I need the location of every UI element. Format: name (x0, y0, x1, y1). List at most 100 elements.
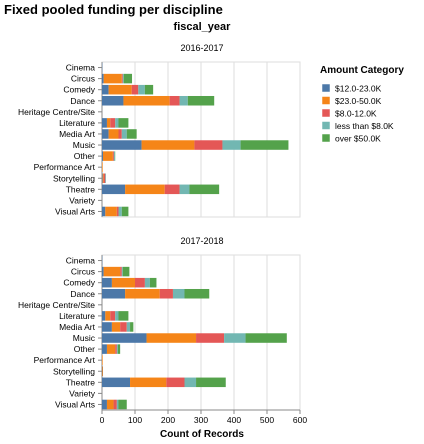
y-tick-label: Comedy (63, 278, 95, 288)
y-tick-label: Other (74, 151, 95, 161)
bar-segment (184, 377, 197, 388)
bar-segment (169, 95, 180, 106)
y-tick-label: Variety (69, 195, 96, 205)
bar-segment (102, 311, 106, 321)
bar-segment (118, 118, 129, 128)
bar-segment (113, 151, 115, 161)
bar-segment (102, 129, 109, 139)
bar-segment (189, 184, 220, 195)
bar-segment (131, 84, 139, 95)
bar-segment (110, 311, 116, 321)
bar-segment (120, 266, 122, 277)
bar-segment (179, 184, 190, 195)
bar-segment (187, 95, 215, 106)
bar-segment (105, 311, 111, 321)
bar-segment (222, 140, 241, 150)
legend-label: $23.0-50.0K (335, 96, 382, 106)
bar-segment (102, 140, 142, 150)
bar-segment (125, 288, 160, 299)
y-tick-label: Performance Art (34, 355, 96, 365)
bar-segment (103, 173, 106, 184)
y-tick-label: Circus (71, 267, 95, 277)
bar-segment (122, 73, 124, 84)
bar-segment (106, 344, 116, 354)
bar-segment (102, 184, 126, 195)
bar-segment (121, 266, 123, 277)
bar-segment (144, 84, 154, 95)
bar-segment (164, 184, 180, 195)
bar-segment (146, 333, 197, 343)
legend-swatch (321, 121, 331, 130)
y-tick-label: Literature (59, 311, 95, 321)
y-tick-label: Heritage Centre/Site (18, 107, 95, 117)
bar-segment (130, 322, 134, 332)
y-tick-label: Storytelling (53, 366, 95, 376)
legend: Amount Category $12.0-23.0K $23.0-50.0K $8… (320, 65, 404, 144)
y-tick-label: Media Art (59, 322, 96, 332)
bar-segment (116, 399, 119, 410)
legend-swatch (321, 96, 331, 105)
bar-segment (116, 344, 118, 354)
legend-label: less than $8.0K (335, 121, 394, 131)
y-tick-label: Dance (70, 96, 95, 106)
y-tick-label: Theatre (66, 377, 96, 387)
bar-segment (102, 344, 107, 354)
y-tick-label: Heritage Centre/Site (18, 300, 95, 310)
bar-segment (149, 277, 157, 288)
x-tick-label: 200 (161, 415, 175, 425)
bar-segment (102, 322, 112, 332)
bar-segment (115, 118, 119, 128)
bar-segment (138, 84, 145, 95)
bar-segment (172, 288, 185, 299)
y-tick-label: Storytelling (53, 173, 95, 183)
facet-label-2: 2017-2018 (180, 236, 223, 246)
bar-segment (112, 151, 114, 161)
bar-segment (103, 266, 121, 277)
bar-segment (115, 311, 119, 321)
y-tick-label: Comedy (63, 85, 95, 95)
bar-segment (115, 344, 117, 354)
bar-segment (117, 344, 121, 354)
bar-segment (166, 377, 185, 388)
bar-segment (118, 129, 122, 139)
facet-header: fiscal_year (174, 21, 232, 33)
bar-segment (245, 333, 287, 343)
bar-segment (102, 84, 109, 95)
bar-segment (105, 206, 117, 217)
bar-segment (102, 399, 107, 410)
bar-segment (196, 333, 225, 343)
chart-title: Fixed pooled funding per discipline (4, 2, 223, 17)
bar-segment (102, 206, 106, 217)
bar-segment (135, 277, 145, 288)
bar-segment (159, 288, 173, 299)
bar-segment (126, 322, 131, 332)
y-tick-label: Other (74, 344, 95, 354)
legend-swatch (321, 133, 331, 143)
bar-segment (126, 129, 137, 139)
bar-segment (102, 151, 113, 161)
bar-segment (102, 173, 103, 184)
bar-segment (121, 73, 123, 84)
x-tick-label: 300 (194, 415, 208, 425)
bar-segment (106, 399, 114, 410)
bar-segment (113, 399, 117, 410)
bar-segment (224, 333, 246, 343)
bar-segment (111, 277, 135, 288)
bar-segment (121, 129, 127, 139)
y-tick-label: Theatre (66, 184, 96, 194)
legend-item: $12.0-23.0K (321, 84, 382, 94)
bar-segment (102, 366, 103, 377)
legend-label: $12.0-23.0K (335, 84, 382, 94)
bar-segment (144, 277, 150, 288)
y-tick-label: Visual Arts (55, 206, 95, 216)
bar-segment (123, 95, 170, 106)
bar-segment (116, 206, 119, 217)
legend-label: over $50.0K (335, 134, 381, 144)
legend-swatch (321, 108, 331, 118)
bar-segment (102, 151, 103, 161)
bar-segment (105, 173, 106, 184)
bar-segment (106, 118, 111, 128)
